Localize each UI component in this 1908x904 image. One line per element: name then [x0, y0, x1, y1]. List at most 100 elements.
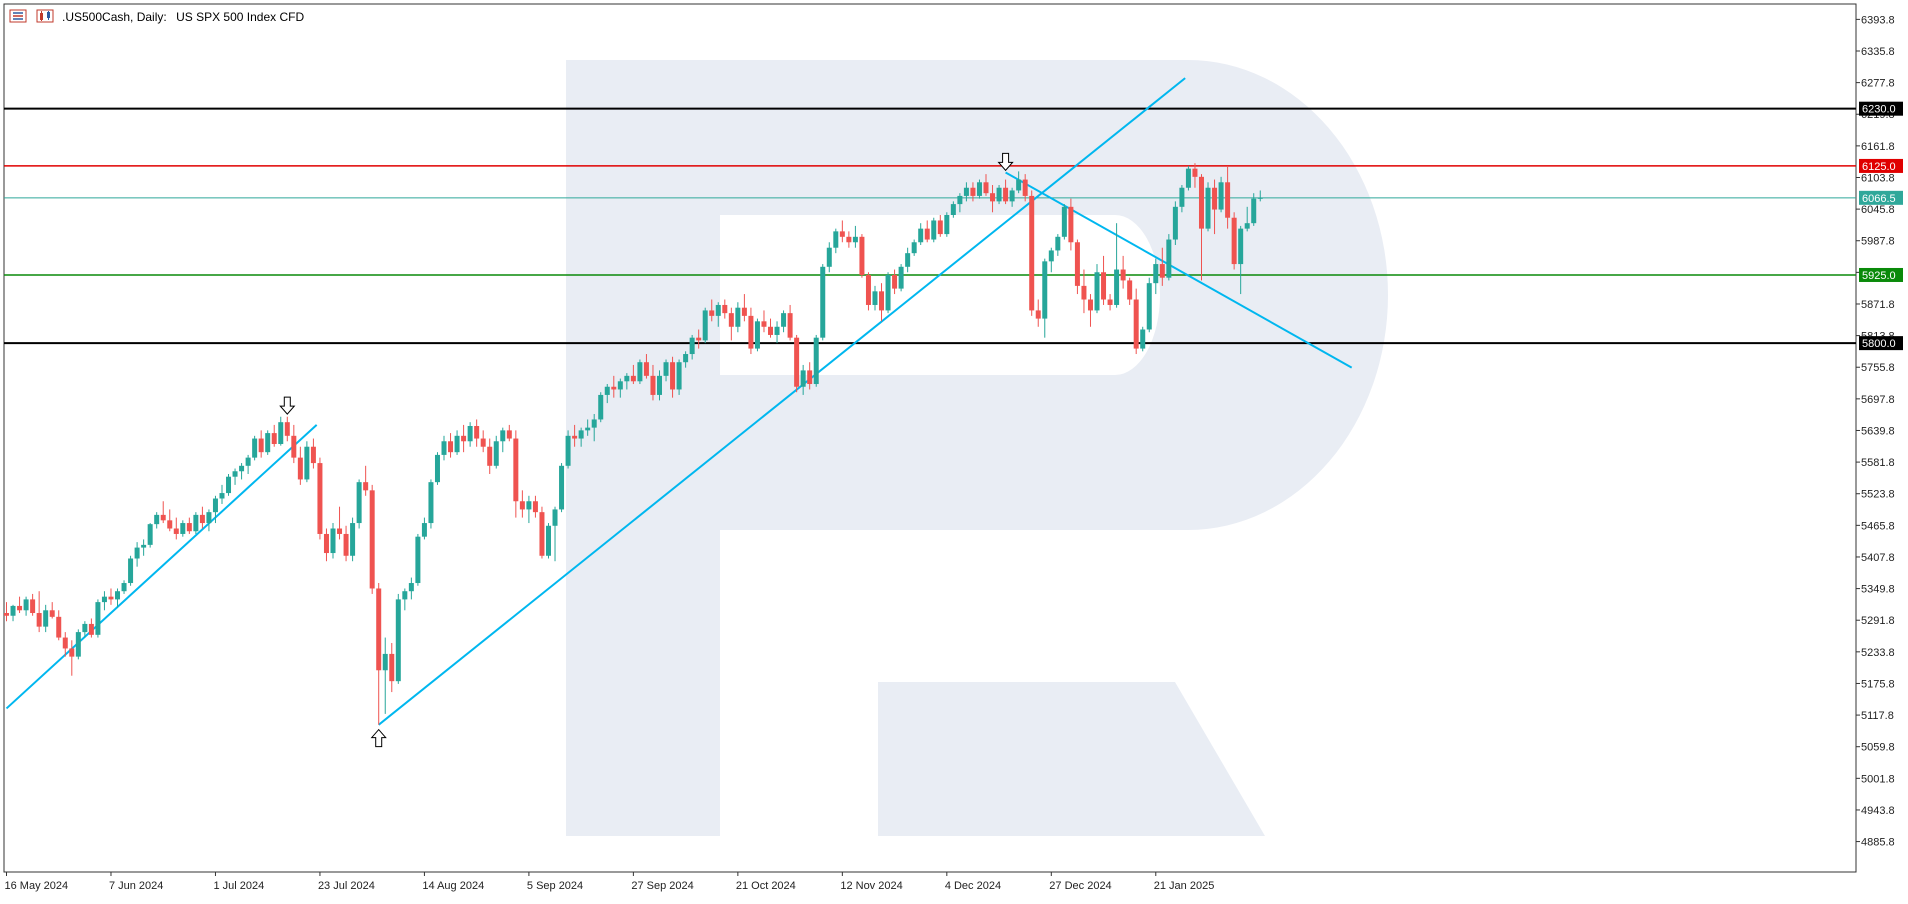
candle	[62, 632, 68, 657]
candle	[1218, 176, 1224, 213]
candle	[885, 272, 891, 314]
candle	[474, 419, 480, 447]
candle-body	[1212, 187, 1218, 210]
candle	[754, 318, 760, 352]
y-tick-label: 6277.8	[1861, 78, 1895, 90]
candle-body	[1094, 272, 1100, 311]
candle-body	[258, 438, 264, 453]
candle	[859, 234, 865, 278]
y-tick-label: 5523.8	[1861, 489, 1895, 501]
candle-body	[611, 386, 617, 390]
price-tag-label: 5800.0	[1862, 338, 1896, 350]
candle	[826, 242, 832, 273]
candle	[898, 264, 904, 292]
candle-body	[976, 182, 982, 196]
x-tick-label: 4 Dec 2024	[945, 880, 1001, 892]
candle-body	[1081, 285, 1087, 300]
candle	[199, 506, 205, 529]
candle-body	[768, 326, 774, 335]
candle	[36, 591, 42, 633]
candle	[1172, 201, 1178, 245]
bar-chart-icon[interactable]	[9, 9, 27, 23]
candle-body	[1042, 261, 1048, 319]
candle	[650, 364, 656, 401]
candle	[265, 430, 271, 455]
candle	[552, 506, 558, 562]
candle-body	[1218, 182, 1224, 210]
candle-body	[101, 596, 107, 603]
candle-body	[408, 583, 414, 592]
candle-body	[369, 490, 375, 589]
candle	[539, 506, 545, 559]
y-tick-label: 5581.8	[1861, 457, 1895, 469]
candle-body	[918, 228, 924, 243]
trendline	[378, 77, 1186, 726]
candle-body	[1205, 187, 1211, 229]
candle-body	[95, 602, 101, 635]
candle	[101, 591, 107, 611]
candle-body	[565, 435, 571, 466]
candle-body	[382, 653, 388, 671]
x-tick-label: 12 Nov 2024	[840, 880, 902, 892]
candle-body	[75, 632, 81, 657]
candle-body	[683, 354, 689, 363]
candle	[310, 438, 316, 469]
x-tick-label: 5 Sep 2024	[527, 880, 583, 892]
x-tick-label: 21 Jan 2025	[1154, 880, 1215, 892]
candle	[434, 452, 440, 485]
candle	[585, 419, 591, 436]
candle-body	[1198, 176, 1204, 229]
candle	[30, 593, 36, 616]
price-tag-bg	[1859, 190, 1903, 205]
candle-body	[193, 514, 199, 532]
candle-body	[1257, 197, 1263, 199]
candle-body	[415, 536, 421, 584]
candle-body	[559, 465, 565, 510]
candle-body	[885, 274, 891, 311]
candle-body	[931, 220, 937, 240]
candle-body	[1101, 272, 1107, 300]
candle-body	[212, 498, 218, 513]
candle	[1198, 174, 1204, 281]
candle-body	[239, 465, 245, 472]
candle-body	[206, 512, 212, 524]
candle-body	[859, 236, 865, 275]
candle	[23, 596, 29, 616]
candle	[1114, 223, 1120, 308]
candle	[441, 435, 447, 461]
candle	[1009, 187, 1015, 207]
watermark-leg	[878, 682, 1265, 836]
candle	[147, 523, 153, 548]
candle-body	[591, 419, 597, 428]
candle-body	[637, 362, 643, 382]
candle	[852, 225, 858, 248]
candle-body	[1048, 250, 1054, 262]
candle-body	[689, 337, 695, 355]
price-tag-level: 6230.0	[1859, 101, 1903, 116]
time-axis: 16 May 2024 7 Jun 2024 1 Jul 2024 23 Jul 20…	[5, 872, 1215, 892]
candle-body	[493, 441, 499, 466]
candle	[467, 422, 473, 447]
candlestick-icon[interactable]	[36, 9, 54, 23]
y-tick-label: 6393.8	[1861, 14, 1895, 26]
candle-body	[167, 520, 173, 529]
candle	[879, 283, 885, 322]
candle-body	[552, 509, 558, 526]
candle	[781, 310, 787, 333]
candle-body	[421, 523, 427, 537]
candle-body	[865, 274, 871, 305]
candle-body	[487, 446, 493, 466]
candle	[1159, 247, 1165, 286]
candle	[813, 334, 819, 387]
watermark-logo	[566, 60, 1388, 836]
y-tick-label: 5987.8	[1861, 236, 1895, 248]
candle	[1133, 288, 1139, 355]
candle	[10, 604, 16, 622]
candle	[128, 555, 134, 586]
candle	[154, 512, 160, 529]
candle-body	[670, 362, 676, 390]
candle-body	[526, 501, 532, 510]
candle	[49, 602, 55, 619]
candle-body	[10, 605, 16, 616]
candle-body	[911, 242, 917, 254]
